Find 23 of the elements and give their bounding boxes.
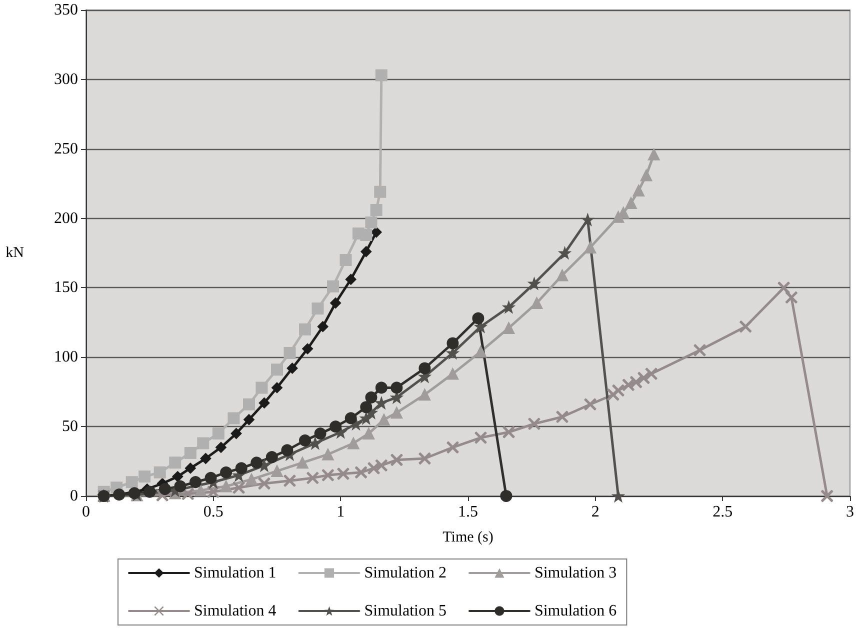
y-tick-label: 250 [54, 140, 78, 158]
legend-label: Simulation 5 [364, 602, 446, 620]
x-tick-label: 3 [846, 504, 854, 520]
x-tick-label: 2.5 [712, 504, 733, 520]
legend-label: Simulation 2 [364, 564, 446, 582]
y-tick-label: 100 [54, 348, 78, 366]
legend-label: Simulation 4 [194, 602, 276, 620]
x-tick-label: 0.5 [203, 504, 224, 520]
x-tick-label: 1.5 [458, 504, 478, 520]
y-axis-title: kN [6, 245, 24, 261]
legend-label: Simulation 1 [194, 564, 276, 582]
y-tick-label: 150 [54, 279, 78, 296]
x-tick-label: 1 [336, 504, 345, 520]
x-tick-label: 0 [82, 504, 90, 520]
x-tick-label: 2 [591, 504, 600, 520]
y-tick-label: 50 [62, 418, 78, 436]
y-tick-label: 200 [54, 210, 78, 227]
y-tick-label: 350 [54, 2, 78, 18]
y-tick-label: 0 [70, 488, 78, 504]
legend-label: Simulation 6 [534, 602, 617, 620]
x-axis-title: Time (s) [442, 530, 494, 546]
legend-label: Simulation 3 [534, 564, 617, 582]
y-tick-label: 300 [54, 70, 78, 88]
